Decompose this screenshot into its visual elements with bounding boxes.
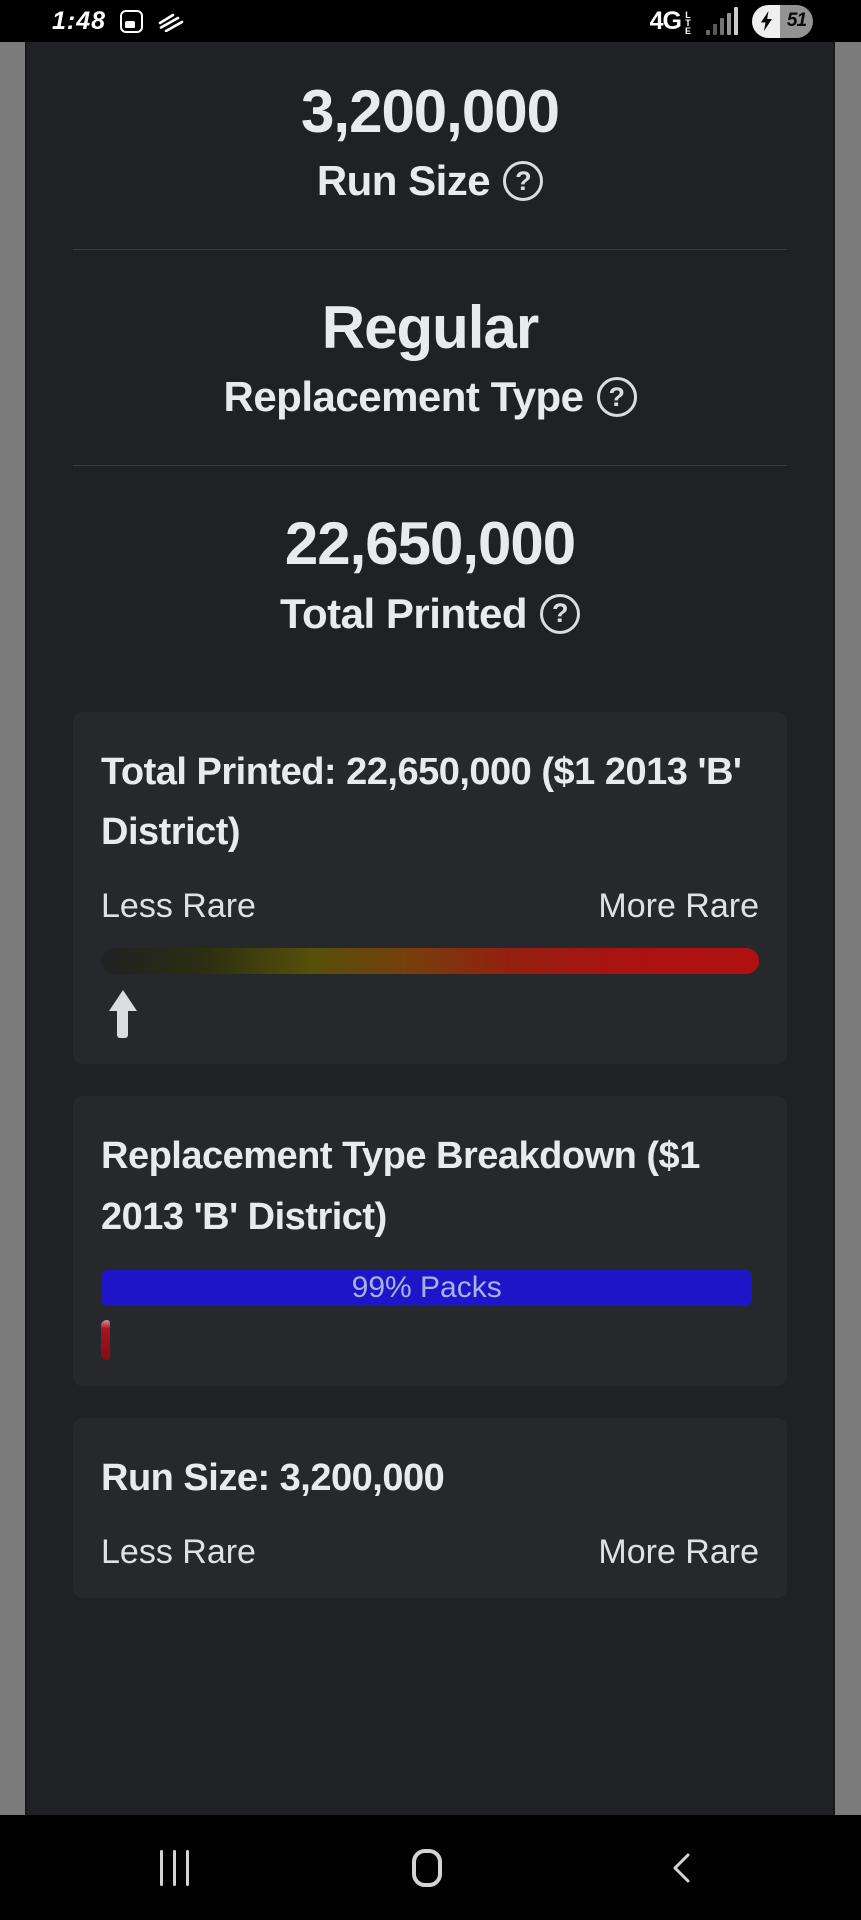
card-title: Total Printed: 22,650,000 ($1 2013 'B' D…: [101, 750, 742, 854]
run-size-stat: 3,200,000 Run Size ?: [27, 78, 833, 205]
run-size-rarity-card: Run Size: 3,200,000 Less Rare More Rare: [73, 1417, 787, 1598]
replacement-type-label-row: Replacement Type ?: [27, 373, 833, 421]
help-icon[interactable]: ?: [503, 161, 544, 202]
spacer: [27, 670, 833, 712]
network-type-label: 4G: [649, 6, 682, 35]
clock: 1:48: [52, 6, 107, 35]
replacement-breakdown-card: Replacement Type Breakdown ($1 2013 'B' …: [73, 1096, 787, 1386]
home-icon: [412, 1848, 442, 1887]
replacement-type-label: Replacement Type: [223, 373, 584, 421]
red-segment-bar: [101, 1319, 111, 1360]
replacement-type-value: Regular: [321, 294, 539, 362]
network-type-indicator: 4G LTE: [649, 6, 693, 36]
network-band-label: LTE: [683, 9, 693, 34]
card-title: Run Size: 3,200,000: [101, 1456, 445, 1499]
recents-icon: [160, 1849, 189, 1886]
app-content: 3,200,000 Run Size ? Regular Replacement…: [25, 42, 835, 1815]
more-rare-label: More Rare: [598, 1532, 759, 1571]
signal-strength-icon: [706, 7, 738, 35]
position-marker-arrow: [108, 990, 138, 1039]
total-printed-label-row: Total Printed ?: [27, 590, 833, 638]
section-divider: [73, 465, 787, 467]
rarity-axis-labels: Less Rare More Rare: [101, 1533, 759, 1572]
back-chevron-icon: [673, 1853, 690, 1882]
help-icon[interactable]: ?: [540, 593, 581, 634]
total-printed-rarity-card: Total Printed: 22,650,000 ($1 2013 'B' D…: [73, 711, 787, 1065]
browser-viewport: 3,200,000 Run Size ? Regular Replacement…: [0, 42, 861, 1815]
total-printed-stat: 22,650,000 Total Printed ?: [27, 510, 833, 637]
home-button[interactable]: [412, 1848, 442, 1887]
card-title: Replacement Type Breakdown ($1 2013 'B' …: [101, 1135, 700, 1238]
total-printed-label: Total Printed: [279, 589, 528, 637]
screenshot-notification-icon: [120, 9, 144, 33]
rarity-axis-labels: Less Rare More Rare: [101, 887, 759, 926]
less-rare-label: Less Rare: [101, 1532, 256, 1571]
status-bar: 1:48 4G LTE: [0, 0, 861, 42]
rarity-gradient-bar: [101, 948, 759, 975]
packs-bar-label: 99% Packs: [351, 1270, 502, 1304]
charging-bolt-icon: [752, 4, 780, 38]
replacement-type-stat: Regular Replacement Type ?: [27, 294, 833, 421]
help-icon[interactable]: ?: [596, 377, 637, 418]
battery-percent: 51: [780, 4, 813, 38]
more-rare-label: More Rare: [598, 887, 759, 926]
less-rare-label: Less Rare: [101, 887, 256, 926]
run-size-value: 3,200,000: [301, 78, 560, 145]
battery-icon: 51: [752, 4, 813, 38]
packs-bar: 99% Packs: [101, 1269, 753, 1306]
secondary-bar-track: [101, 1319, 759, 1360]
recents-button[interactable]: [160, 1849, 189, 1886]
flag-notification-icon: [158, 13, 184, 32]
navigation-bar: [0, 1815, 861, 1920]
status-bar-right: 4G LTE 51: [649, 4, 813, 38]
section-divider: [73, 249, 787, 251]
run-size-label-row: Run Size ?: [27, 157, 833, 205]
back-button[interactable]: [665, 1850, 701, 1886]
total-printed-value: 22,650,000: [284, 510, 576, 578]
run-size-label: Run Size: [316, 157, 491, 205]
status-bar-left: 1:48: [52, 7, 184, 36]
